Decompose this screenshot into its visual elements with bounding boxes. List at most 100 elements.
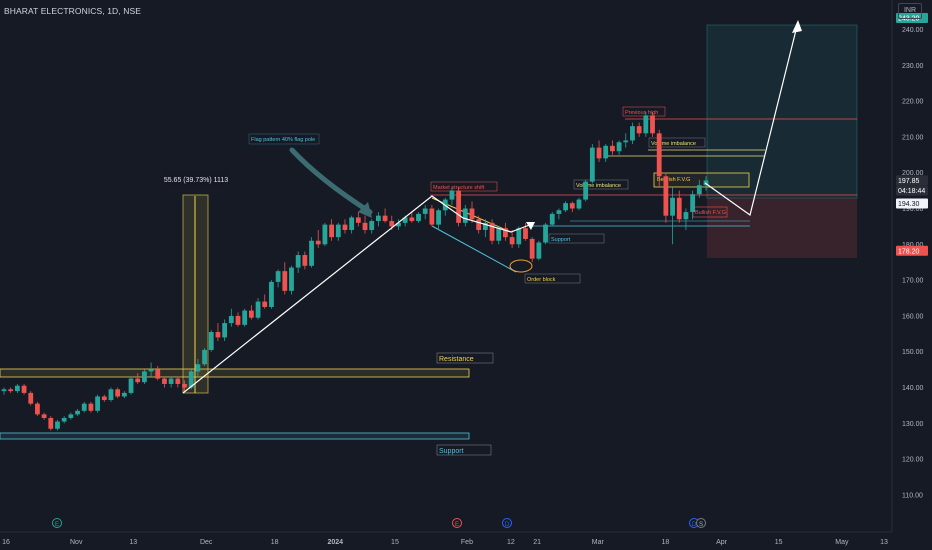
candle[interactable]: [21, 383, 27, 395]
candle[interactable]: [469, 201, 475, 223]
candle[interactable]: [569, 201, 575, 213]
candle[interactable]: [175, 376, 181, 388]
candle[interactable]: [429, 204, 435, 227]
candle[interactable]: [650, 111, 655, 137]
candle[interactable]: [329, 219, 334, 241]
dividend-marker-1[interactable]: D: [502, 518, 512, 529]
earnings-marker-1[interactable]: E: [52, 518, 62, 529]
candle[interactable]: [462, 204, 468, 227]
candle[interactable]: [349, 215, 355, 234]
candle[interactable]: [235, 312, 241, 327]
candle[interactable]: [556, 208, 562, 220]
candle[interactable]: [108, 387, 114, 402]
candle[interactable]: [55, 419, 60, 431]
candle[interactable]: [482, 219, 488, 238]
candle[interactable]: [202, 348, 207, 367]
candle[interactable]: [275, 269, 281, 288]
candle[interactable]: [523, 222, 528, 241]
candle[interactable]: [563, 201, 568, 213]
candle[interactable]: [576, 197, 582, 211]
candle[interactable]: [121, 391, 127, 399]
candle[interactable]: [616, 140, 622, 155]
candle[interactable]: [503, 222, 508, 241]
candle[interactable]: [81, 401, 87, 413]
candle[interactable]: [549, 212, 555, 227]
candle[interactable]: [630, 122, 635, 145]
candle[interactable]: [335, 222, 341, 241]
candle[interactable]: [269, 280, 274, 309]
candle[interactable]: [409, 212, 415, 223]
candle[interactable]: [636, 122, 642, 137]
candle[interactable]: [295, 251, 301, 273]
candle[interactable]: [449, 187, 455, 205]
candle[interactable]: [382, 208, 388, 223]
candle[interactable]: [95, 394, 100, 413]
candle[interactable]: [148, 362, 154, 377]
candle[interactable]: [663, 172, 669, 223]
candle[interactable]: [28, 391, 34, 406]
candle[interactable]: [289, 265, 294, 295]
candle[interactable]: [128, 376, 134, 395]
candle[interactable]: [208, 330, 214, 352]
candle[interactable]: [656, 129, 662, 188]
candle[interactable]: [88, 401, 94, 413]
candle[interactable]: [182, 380, 187, 392]
candle[interactable]: [48, 416, 54, 431]
time-axis[interactable]: 16 Nov 13 Dec 18 2024 15 Feb 12 21 Mar 18 Apr 15 May 13: [2, 539, 888, 546]
candle[interactable]: [41, 412, 47, 420]
candle[interactable]: [75, 409, 80, 417]
candle[interactable]: [456, 187, 462, 227]
price-axis[interactable]: 110.00 120.00 130.00 140.00 150.00 160.00 170.…: [902, 27, 924, 499]
currency-button[interactable]: INR: [898, 3, 922, 19]
candle[interactable]: [315, 229, 321, 248]
candle[interactable]: [583, 179, 589, 202]
candle[interactable]: [396, 219, 401, 230]
split-marker[interactable]: S: [696, 518, 706, 529]
candle[interactable]: [643, 111, 649, 137]
candle[interactable]: [355, 212, 361, 227]
candle[interactable]: [536, 240, 542, 261]
candle[interactable]: [255, 298, 261, 320]
candle[interactable]: [476, 215, 482, 234]
candle[interactable]: [369, 219, 375, 234]
candle[interactable]: [61, 416, 67, 424]
candle[interactable]: [676, 190, 682, 223]
candle[interactable]: [543, 222, 548, 245]
candle[interactable]: [155, 366, 161, 381]
candle[interactable]: [529, 237, 535, 263]
candle[interactable]: [696, 179, 702, 198]
candle[interactable]: [215, 323, 221, 341]
candle[interactable]: [115, 387, 121, 399]
candle[interactable]: [262, 294, 268, 309]
candle[interactable]: [670, 187, 675, 245]
candle[interactable]: [422, 204, 428, 220]
candle[interactable]: [690, 190, 696, 220]
candle[interactable]: [302, 251, 308, 270]
candle[interactable]: [509, 229, 515, 248]
candle[interactable]: [35, 401, 40, 417]
candle[interactable]: [342, 219, 348, 234]
candle[interactable]: [242, 308, 248, 327]
candle[interactable]: [623, 133, 629, 148]
candle[interactable]: [14, 383, 20, 393]
candle[interactable]: [603, 144, 609, 162]
candle[interactable]: [248, 305, 254, 320]
candle[interactable]: [142, 369, 147, 384]
candle[interactable]: [1, 387, 7, 395]
candle[interactable]: [8, 387, 14, 393]
candle[interactable]: [222, 319, 228, 341]
candle[interactable]: [596, 140, 602, 162]
candle[interactable]: [589, 144, 595, 184]
candle[interactable]: [162, 376, 167, 388]
candle[interactable]: [516, 226, 522, 248]
candle[interactable]: [362, 215, 368, 234]
candle[interactable]: [489, 219, 495, 245]
earnings-marker-2[interactable]: E: [452, 518, 462, 529]
candle[interactable]: [376, 212, 381, 227]
candle[interactable]: [322, 222, 328, 247]
candle[interactable]: [416, 212, 421, 223]
candle[interactable]: [68, 412, 74, 420]
candle[interactable]: [610, 140, 615, 155]
candle[interactable]: [228, 308, 234, 327]
